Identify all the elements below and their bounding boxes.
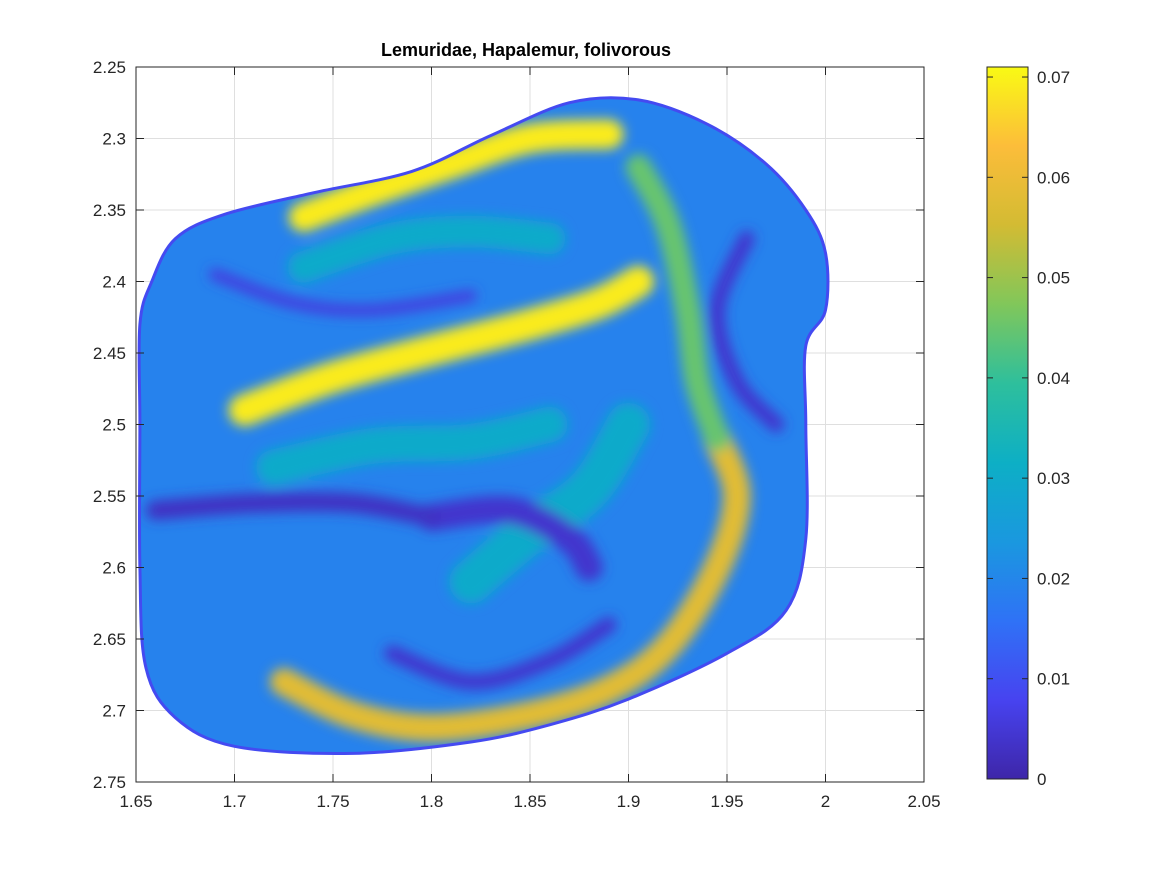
x-tick-label: 1.8 [420, 792, 444, 811]
colorbar-tick-label: 0.01 [1037, 670, 1070, 689]
surface-band [625, 154, 730, 452]
y-tick-label: 2.5 [102, 416, 126, 435]
colorbar-tick-label: 0.05 [1037, 269, 1070, 288]
y-tick-label: 2.4 [102, 273, 126, 292]
y-tick-label: 2.45 [93, 344, 126, 363]
y-tick-label: 2.25 [93, 58, 126, 77]
surface-band [709, 230, 785, 433]
y-tick-label: 2.3 [102, 130, 126, 149]
colorbar-tick-label: 0.04 [1037, 369, 1070, 388]
y-tick-label: 2.35 [93, 201, 126, 220]
surface-band [288, 119, 624, 232]
heatmap-surface [137, 96, 830, 756]
colorbar: 0 0.01 0.02 0.03 0.04 0.05 0.06 0.07 [986, 66, 1070, 789]
surface-edge [137, 96, 830, 756]
y-tick-label: 2.75 [93, 773, 126, 792]
x-tick-label: 1.65 [119, 792, 152, 811]
surface-band [228, 265, 655, 426]
x-tick-label: 1.9 [617, 792, 641, 811]
y-tick-label: 2.65 [93, 630, 126, 649]
colorbar-tick-label: 0 [1037, 770, 1046, 789]
x-tick-label: 2.05 [907, 792, 940, 811]
surface-band [256, 406, 568, 486]
x-tick-label: 1.75 [316, 792, 349, 811]
surface-band [208, 268, 477, 317]
colorbar-tick-label: 0.07 [1037, 68, 1070, 87]
y-tick-label: 2.7 [102, 702, 126, 721]
surface-band [384, 616, 617, 690]
surface-band [287, 215, 566, 283]
surface-band [417, 495, 603, 582]
plot-axes: 1.65 1.7 1.75 1.8 1.85 1.9 1.95 2 2.05 2.25 2.3 2.3… [93, 58, 941, 811]
y-tick-label: 2.55 [93, 487, 126, 506]
colorbar-gradient [986, 66, 1029, 780]
surface-bands [145, 119, 785, 742]
colorbar-tick-label: 0.02 [1037, 569, 1070, 588]
chart-title: Lemuridae, Hapalemur, folivorous [381, 40, 671, 60]
x-tick-label: 1.95 [710, 792, 743, 811]
axis-ticks: 1.65 1.7 1.75 1.8 1.85 1.9 1.95 2 2.05 2.25 2.3 2.3… [93, 58, 941, 811]
x-tick-label: 2 [821, 792, 830, 811]
x-tick-label: 1.7 [223, 792, 247, 811]
x-tick-label: 1.85 [513, 792, 546, 811]
y-tick-label: 2.6 [102, 559, 126, 578]
surface-band [449, 402, 651, 604]
colorbar-tick-label: 0.03 [1037, 469, 1070, 488]
surface-band [145, 491, 442, 528]
colorbar-tick-label: 0.06 [1037, 168, 1070, 187]
surface-band [270, 425, 751, 742]
